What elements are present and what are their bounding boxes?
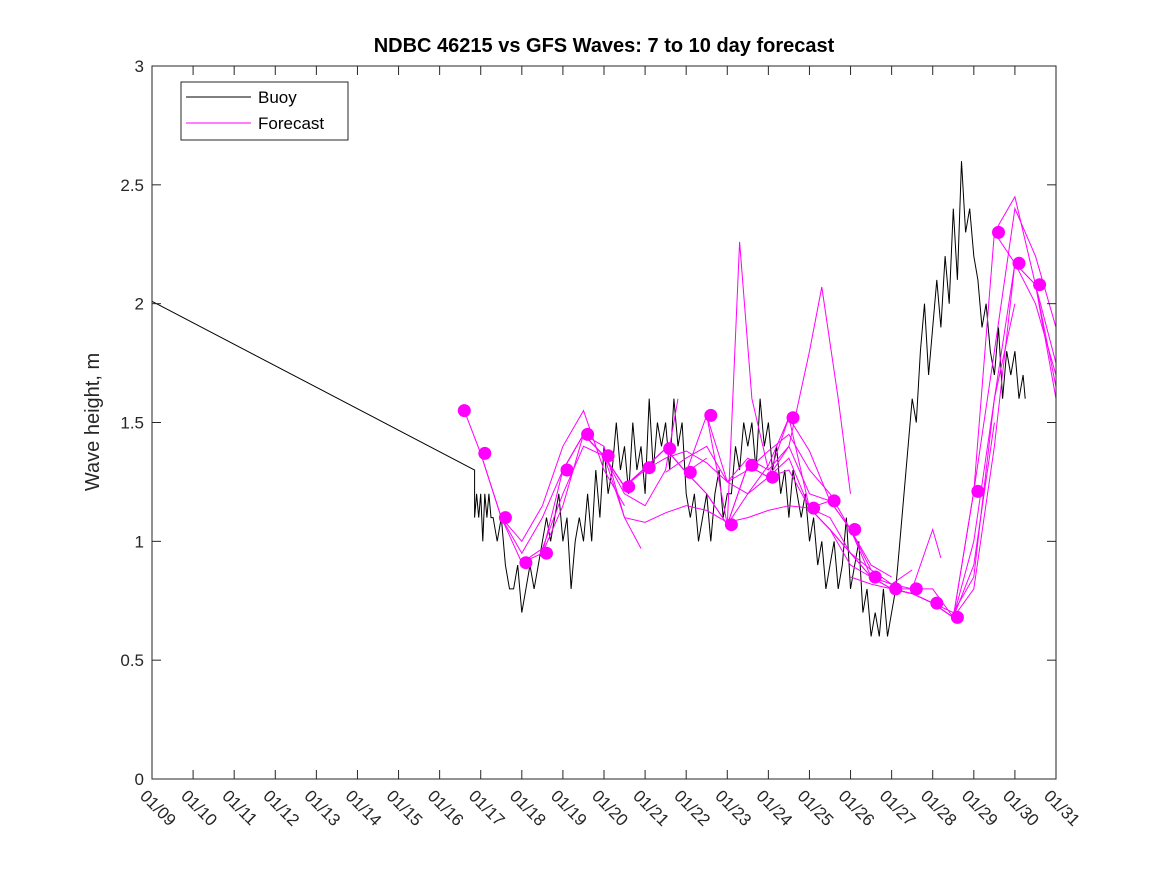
forecast-marker [581, 427, 595, 441]
x-tick-label: 01/12 [259, 786, 303, 830]
forecast-marker [827, 494, 841, 508]
forecast-marker [889, 582, 903, 596]
x-tick-label: 01/23 [711, 786, 755, 830]
forecast-marker [663, 442, 677, 456]
legend-box [180, 81, 349, 141]
x-tick-label: 01/19 [547, 786, 591, 830]
forecast-marker [601, 449, 615, 463]
forecast-marker [930, 596, 944, 610]
x-tick-label: 01/31 [1040, 786, 1084, 830]
plot-area [152, 66, 1056, 779]
forecast-marker [909, 582, 923, 596]
y-tick-label: 2.5 [120, 176, 144, 195]
forecast-marker [786, 411, 800, 425]
legend: Buoy Forecast [180, 81, 349, 141]
forecast-marker [868, 570, 882, 584]
chart-title: NDBC 46215 vs GFS Waves: 7 to 10 day for… [374, 35, 835, 57]
forecast-marker [642, 461, 656, 475]
x-tick-label: 01/16 [424, 786, 468, 830]
forecast-marker [683, 465, 697, 479]
legend-label-forecast: Forecast [258, 114, 324, 133]
x-tick-label: 01/09 [136, 786, 180, 830]
forecast-marker [540, 546, 553, 560]
x-tick-label: 01/21 [629, 786, 673, 830]
x-tick-label: 01/11 [218, 786, 261, 829]
x-tick-label: 01/26 [835, 786, 879, 830]
x-tick-label: 01/20 [588, 786, 632, 830]
buoy-series-line [151, 161, 1026, 637]
forecast-marker [766, 470, 779, 484]
forecast-marker [971, 484, 985, 498]
y-axis-label: Wave height, m [82, 353, 104, 491]
forecast-line-9 [624, 433, 892, 578]
x-tick-label: 01/25 [794, 786, 838, 830]
forecast-marker [560, 463, 574, 477]
x-tick-label: 01/22 [670, 786, 714, 830]
x-tick-label: 01/30 [999, 786, 1043, 830]
forecast-line-3 [500, 398, 679, 564]
forecast-marker [622, 480, 636, 494]
forecast-marker [745, 458, 759, 472]
x-tick-label: 01/10 [177, 786, 221, 830]
forecast-marker [704, 408, 718, 422]
forecast-marker [724, 518, 738, 532]
legend-label-buoy: Buoy [258, 88, 297, 107]
forecast-marker [807, 501, 821, 515]
y-tick-label: 3 [135, 57, 144, 76]
forecast-marker [992, 225, 1005, 239]
forecast-marker [1012, 256, 1026, 270]
forecast-line-18 [993, 232, 1057, 387]
y-tick-label: 0 [135, 770, 144, 789]
forecast-marker [1033, 278, 1047, 292]
x-tick-label: 01/18 [506, 786, 550, 830]
y-tick-label: 1 [135, 532, 144, 551]
forecast-marker [498, 511, 512, 525]
y-tick-label: 1.5 [120, 414, 144, 433]
x-tick-label: 01/14 [342, 786, 386, 830]
y-tick-label: 0.5 [120, 651, 144, 670]
forecast-marker [950, 610, 964, 624]
forecast-marker [519, 556, 533, 570]
series-layer [151, 161, 1057, 637]
x-tick-label: 01/27 [876, 786, 920, 830]
x-tick-label: 01/17 [465, 786, 509, 830]
forecast-marker [457, 404, 471, 418]
forecast-marker [478, 446, 492, 460]
x-tick-label: 01/13 [301, 786, 345, 830]
x-tick-label: 01/15 [383, 786, 427, 830]
forecast-marker [848, 523, 862, 536]
x-tick-label: 01/24 [753, 786, 797, 830]
y-tick-label: 2 [135, 295, 144, 314]
x-tick-label: 01/29 [958, 786, 1002, 830]
x-tick-label: 01/28 [917, 786, 961, 830]
